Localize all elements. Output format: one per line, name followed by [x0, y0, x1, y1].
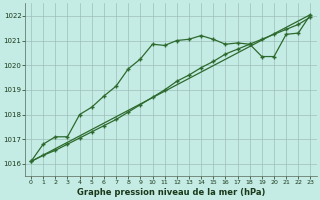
X-axis label: Graphe pression niveau de la mer (hPa): Graphe pression niveau de la mer (hPa) — [76, 188, 265, 197]
